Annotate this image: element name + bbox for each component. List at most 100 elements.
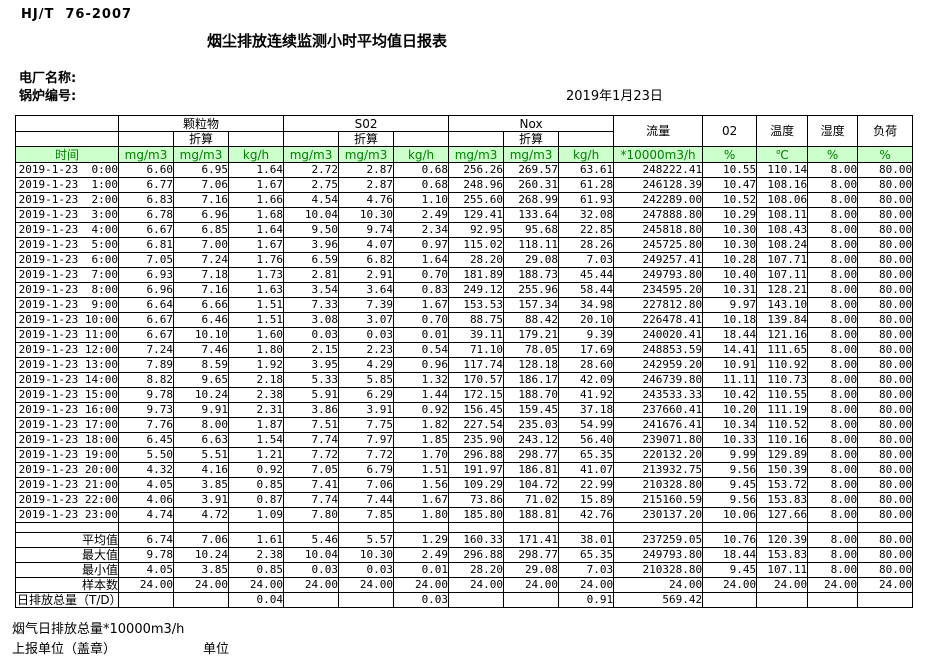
value-cell: 2.34 bbox=[393, 222, 450, 238]
value-cell: 210328.80 bbox=[613, 477, 704, 493]
value-cell: 107.11 bbox=[756, 562, 809, 578]
value-cell: 24.00 bbox=[702, 577, 758, 593]
unit-cell: ℃ bbox=[756, 146, 809, 163]
unit-cell: *10000m3/h bbox=[613, 146, 704, 163]
value-cell: 255.96 bbox=[503, 282, 560, 298]
value-cell: 185.80 bbox=[448, 507, 505, 523]
value-cell: 157.34 bbox=[503, 297, 560, 313]
unit-cell: kg/h bbox=[393, 146, 450, 163]
value-cell: 7.75 bbox=[338, 417, 395, 433]
table-row: 2019-1-23 13:00 7.89 8.59 1.92 3.95 4.29 0.96 1… bbox=[15, 357, 914, 373]
value-cell: 243533.33 bbox=[613, 387, 704, 403]
value-cell: 153.72 bbox=[756, 477, 809, 493]
value-cell: 61.28 bbox=[558, 177, 615, 193]
value-cell: 8.00 bbox=[807, 177, 859, 193]
value-cell: 133.64 bbox=[503, 207, 560, 223]
value-cell: 1.76 bbox=[227, 252, 285, 268]
value-cell: 10.47 bbox=[702, 177, 758, 193]
value-cell: 107.71 bbox=[756, 252, 809, 268]
boiler-no-label: 锅炉编号: bbox=[19, 89, 77, 104]
value-cell: 1.21 bbox=[227, 447, 285, 463]
value-cell: 0.92 bbox=[227, 462, 285, 478]
table-row: 2019-1-23 15:00 9.78 10.24 2.38 5.91 6.29 1.44… bbox=[15, 387, 914, 403]
value-cell bbox=[503, 592, 560, 608]
time-cell: 2019-1-23 7:00 bbox=[15, 267, 119, 283]
value-cell: 80.00 bbox=[857, 462, 914, 478]
value-cell: 80.00 bbox=[857, 192, 914, 208]
time-cell: 2019-1-23 16:00 bbox=[15, 402, 119, 418]
value-cell: 28.60 bbox=[558, 357, 615, 373]
value-cell: 4.54 bbox=[283, 192, 340, 208]
value-cell: 9.78 bbox=[118, 547, 174, 563]
value-cell: 1.73 bbox=[227, 267, 285, 283]
value-cell: 256.26 bbox=[448, 162, 505, 178]
time-cell: 2019-1-23 23:00 bbox=[15, 507, 119, 523]
value-cell: 10.10 bbox=[173, 327, 229, 343]
value-cell: 7.46 bbox=[173, 342, 229, 358]
value-cell bbox=[338, 592, 395, 608]
value-cell: 245818.80 bbox=[613, 222, 704, 238]
value-cell: 80.00 bbox=[857, 357, 914, 373]
value-cell: 10.24 bbox=[173, 387, 229, 403]
value-cell: 80.00 bbox=[857, 477, 914, 493]
o2-header: 02 bbox=[702, 115, 758, 147]
value-cell: 110.55 bbox=[756, 387, 809, 403]
value-cell: 10.30 bbox=[702, 237, 758, 253]
blank-cell bbox=[558, 131, 615, 147]
value-cell: 24.00 bbox=[338, 577, 395, 593]
time-cell: 2019-1-23 4:00 bbox=[15, 222, 119, 238]
value-cell: 4.76 bbox=[338, 192, 395, 208]
value-cell: 6.96 bbox=[173, 207, 229, 223]
value-cell: 28.20 bbox=[448, 252, 505, 268]
value-cell bbox=[702, 592, 758, 608]
value-cell: 0.01 bbox=[393, 327, 450, 343]
value-cell: 2.49 bbox=[393, 547, 450, 563]
page-title: 烟尘排放连续监测小时平均值日报表 bbox=[207, 32, 448, 50]
blank-cell bbox=[283, 522, 340, 533]
value-cell: 1.44 bbox=[393, 387, 450, 403]
table-row: 2019-1-23 14:00 8.82 9.65 2.18 5.33 5.85 1.32 1… bbox=[15, 372, 914, 388]
value-cell: 2.87 bbox=[338, 162, 395, 178]
summary-rows: 平均值 6.74 7.06 1.61 5.46 5.57 1.29 160.33 171.41 3… bbox=[15, 522, 914, 608]
value-cell: 1.80 bbox=[227, 342, 285, 358]
summary-row: 平均值 6.74 7.06 1.61 5.46 5.57 1.29 160.33 171.41 3… bbox=[15, 532, 914, 548]
value-cell: 39.11 bbox=[448, 327, 505, 343]
value-cell: 104.72 bbox=[503, 477, 560, 493]
value-cell: 0.87 bbox=[227, 492, 285, 508]
value-cell: 240020.41 bbox=[613, 327, 704, 343]
blank-cell bbox=[227, 522, 285, 533]
value-cell: 1.09 bbox=[227, 507, 285, 523]
value-cell: 7.03 bbox=[558, 562, 615, 578]
unit-cell: mg/m3 bbox=[338, 146, 395, 163]
table-row: 2019-1-23 8:00 6.96 7.16 1.63 3.54 3.64 0.83 24… bbox=[15, 282, 914, 298]
value-cell: 3.95 bbox=[283, 357, 340, 373]
value-cell: 0.85 bbox=[227, 562, 285, 578]
value-cell: 7.41 bbox=[283, 477, 340, 493]
value-cell: 1.10 bbox=[393, 192, 450, 208]
value-cell: 63.61 bbox=[558, 162, 615, 178]
value-cell: 5.51 bbox=[173, 447, 229, 463]
value-cell: 3.85 bbox=[173, 477, 229, 493]
value-cell: 8.00 bbox=[807, 192, 859, 208]
value-cell: 246739.80 bbox=[613, 372, 704, 388]
value-cell: 8.00 bbox=[807, 207, 859, 223]
time-cell: 2019-1-23 14:00 bbox=[15, 372, 119, 388]
value-cell: 9.99 bbox=[702, 447, 758, 463]
value-cell: 80.00 bbox=[857, 387, 914, 403]
blank-cell bbox=[756, 522, 809, 533]
value-cell: 248222.41 bbox=[613, 162, 704, 178]
value-cell: 73.86 bbox=[448, 492, 505, 508]
value-cell bbox=[756, 592, 809, 608]
value-cell: 235.90 bbox=[448, 432, 505, 448]
value-cell: 115.02 bbox=[448, 237, 505, 253]
value-cell: 234595.20 bbox=[613, 282, 704, 298]
value-cell: 7.44 bbox=[338, 492, 395, 508]
value-cell: 8.00 bbox=[807, 417, 859, 433]
value-cell: 4.32 bbox=[118, 462, 174, 478]
value-cell: 108.11 bbox=[756, 207, 809, 223]
value-cell: 7.74 bbox=[283, 492, 340, 508]
blank-cell bbox=[702, 522, 758, 533]
value-cell: 2.87 bbox=[338, 177, 395, 193]
value-cell: 37.18 bbox=[558, 402, 615, 418]
value-cell: 9.39 bbox=[558, 327, 615, 343]
